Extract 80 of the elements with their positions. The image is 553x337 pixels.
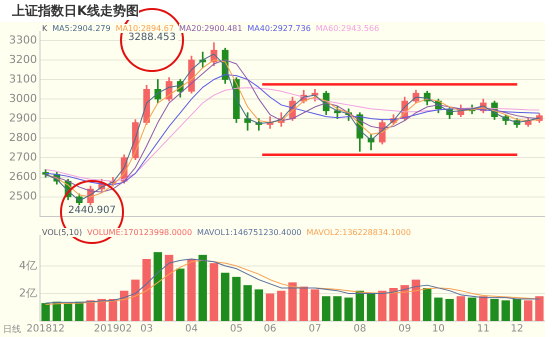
- x-tick-label: 201902: [94, 324, 132, 335]
- text: MAVOL2:136228834.1000: [306, 228, 411, 237]
- x-tick-label: 07: [308, 324, 322, 335]
- legend-title: VOL(5,10): [42, 228, 82, 237]
- x-tick-label: 12: [510, 324, 524, 335]
- text: MA10:2894.67: [116, 24, 174, 33]
- x-tick-label: 201812: [26, 324, 65, 335]
- bar: [198, 254, 207, 321]
- bar: [322, 296, 330, 321]
- x-tick-label: 06: [264, 324, 276, 335]
- y-tick-label: 2800: [9, 131, 37, 144]
- text: MA60:2943.566: [316, 24, 380, 33]
- bar: [422, 288, 432, 321]
- bar: [333, 296, 342, 321]
- x-tick-label: 08: [353, 324, 366, 335]
- y-tick-label: 2600: [9, 170, 37, 184]
- x-tick-label: 04: [185, 324, 198, 335]
- bar: [108, 298, 118, 321]
- bar: [98, 298, 106, 321]
- bar: [254, 289, 264, 321]
- bar: [266, 293, 274, 321]
- bar: [389, 288, 398, 321]
- bar: [75, 302, 84, 321]
- text: MA40:2927.736: [247, 24, 311, 33]
- x-tick-label: 09: [398, 324, 412, 335]
- bar: [210, 263, 218, 321]
- bar: [502, 300, 510, 321]
- text: MA20:2900.481: [178, 24, 242, 33]
- x-tick-label: 11: [476, 324, 490, 335]
- y-tick-label: 4亿: [19, 258, 37, 272]
- bar: [434, 298, 443, 321]
- bar: [445, 298, 454, 321]
- bar: [512, 298, 522, 321]
- y-tick-label: 2亿: [19, 286, 37, 300]
- bar: [412, 280, 420, 321]
- bar: [456, 296, 466, 321]
- x-tick-label: 10: [432, 324, 445, 335]
- bar: [41, 303, 50, 321]
- bar: [479, 296, 488, 321]
- x-tick-label: 05: [230, 324, 243, 335]
- bar: [120, 290, 128, 321]
- legend-title: K: [42, 24, 48, 33]
- y-tick-label: 2500: [9, 190, 37, 203]
- bar: [220, 272, 230, 321]
- bar: [187, 259, 196, 321]
- bar: [468, 298, 476, 321]
- x-tick-label: 03: [140, 324, 153, 335]
- y-tick-label: 2900: [9, 111, 37, 124]
- bar: [176, 268, 184, 321]
- bar: [400, 285, 409, 321]
- bar: [232, 276, 241, 321]
- bar: [142, 259, 151, 321]
- bar: [154, 252, 162, 321]
- bar: [490, 298, 499, 321]
- chart-title: 上证指数日K线走势图: [12, 2, 140, 20]
- bar: [288, 282, 297, 321]
- bar: [378, 290, 386, 321]
- annotation: 3288.453: [126, 32, 178, 43]
- bar: [535, 296, 544, 321]
- bar: [164, 254, 174, 321]
- y-tick-label: 3200: [9, 52, 37, 66]
- bar: [356, 290, 364, 321]
- y-tick-label: 3000: [9, 92, 37, 105]
- text: MAVOL1:146751230.4000: [197, 228, 302, 237]
- y-tick-label: 3300: [9, 33, 37, 46]
- annotation: 2440.907: [66, 205, 118, 216]
- bar: [64, 303, 72, 321]
- bar: [344, 298, 353, 321]
- x-axis-title: 日线: [3, 324, 21, 336]
- y-tick-label: 2700: [9, 150, 37, 164]
- y-tick-label: 3100: [9, 72, 37, 86]
- bar: [243, 285, 252, 321]
- bar: [131, 280, 140, 321]
- text: MA5:2904.279: [52, 24, 111, 33]
- bar: [300, 286, 308, 321]
- bar: [310, 289, 320, 321]
- text: VOLUME:170123998.0000: [87, 228, 192, 237]
- bar: [277, 290, 286, 321]
- bar: [524, 300, 532, 321]
- bar: [366, 293, 376, 321]
